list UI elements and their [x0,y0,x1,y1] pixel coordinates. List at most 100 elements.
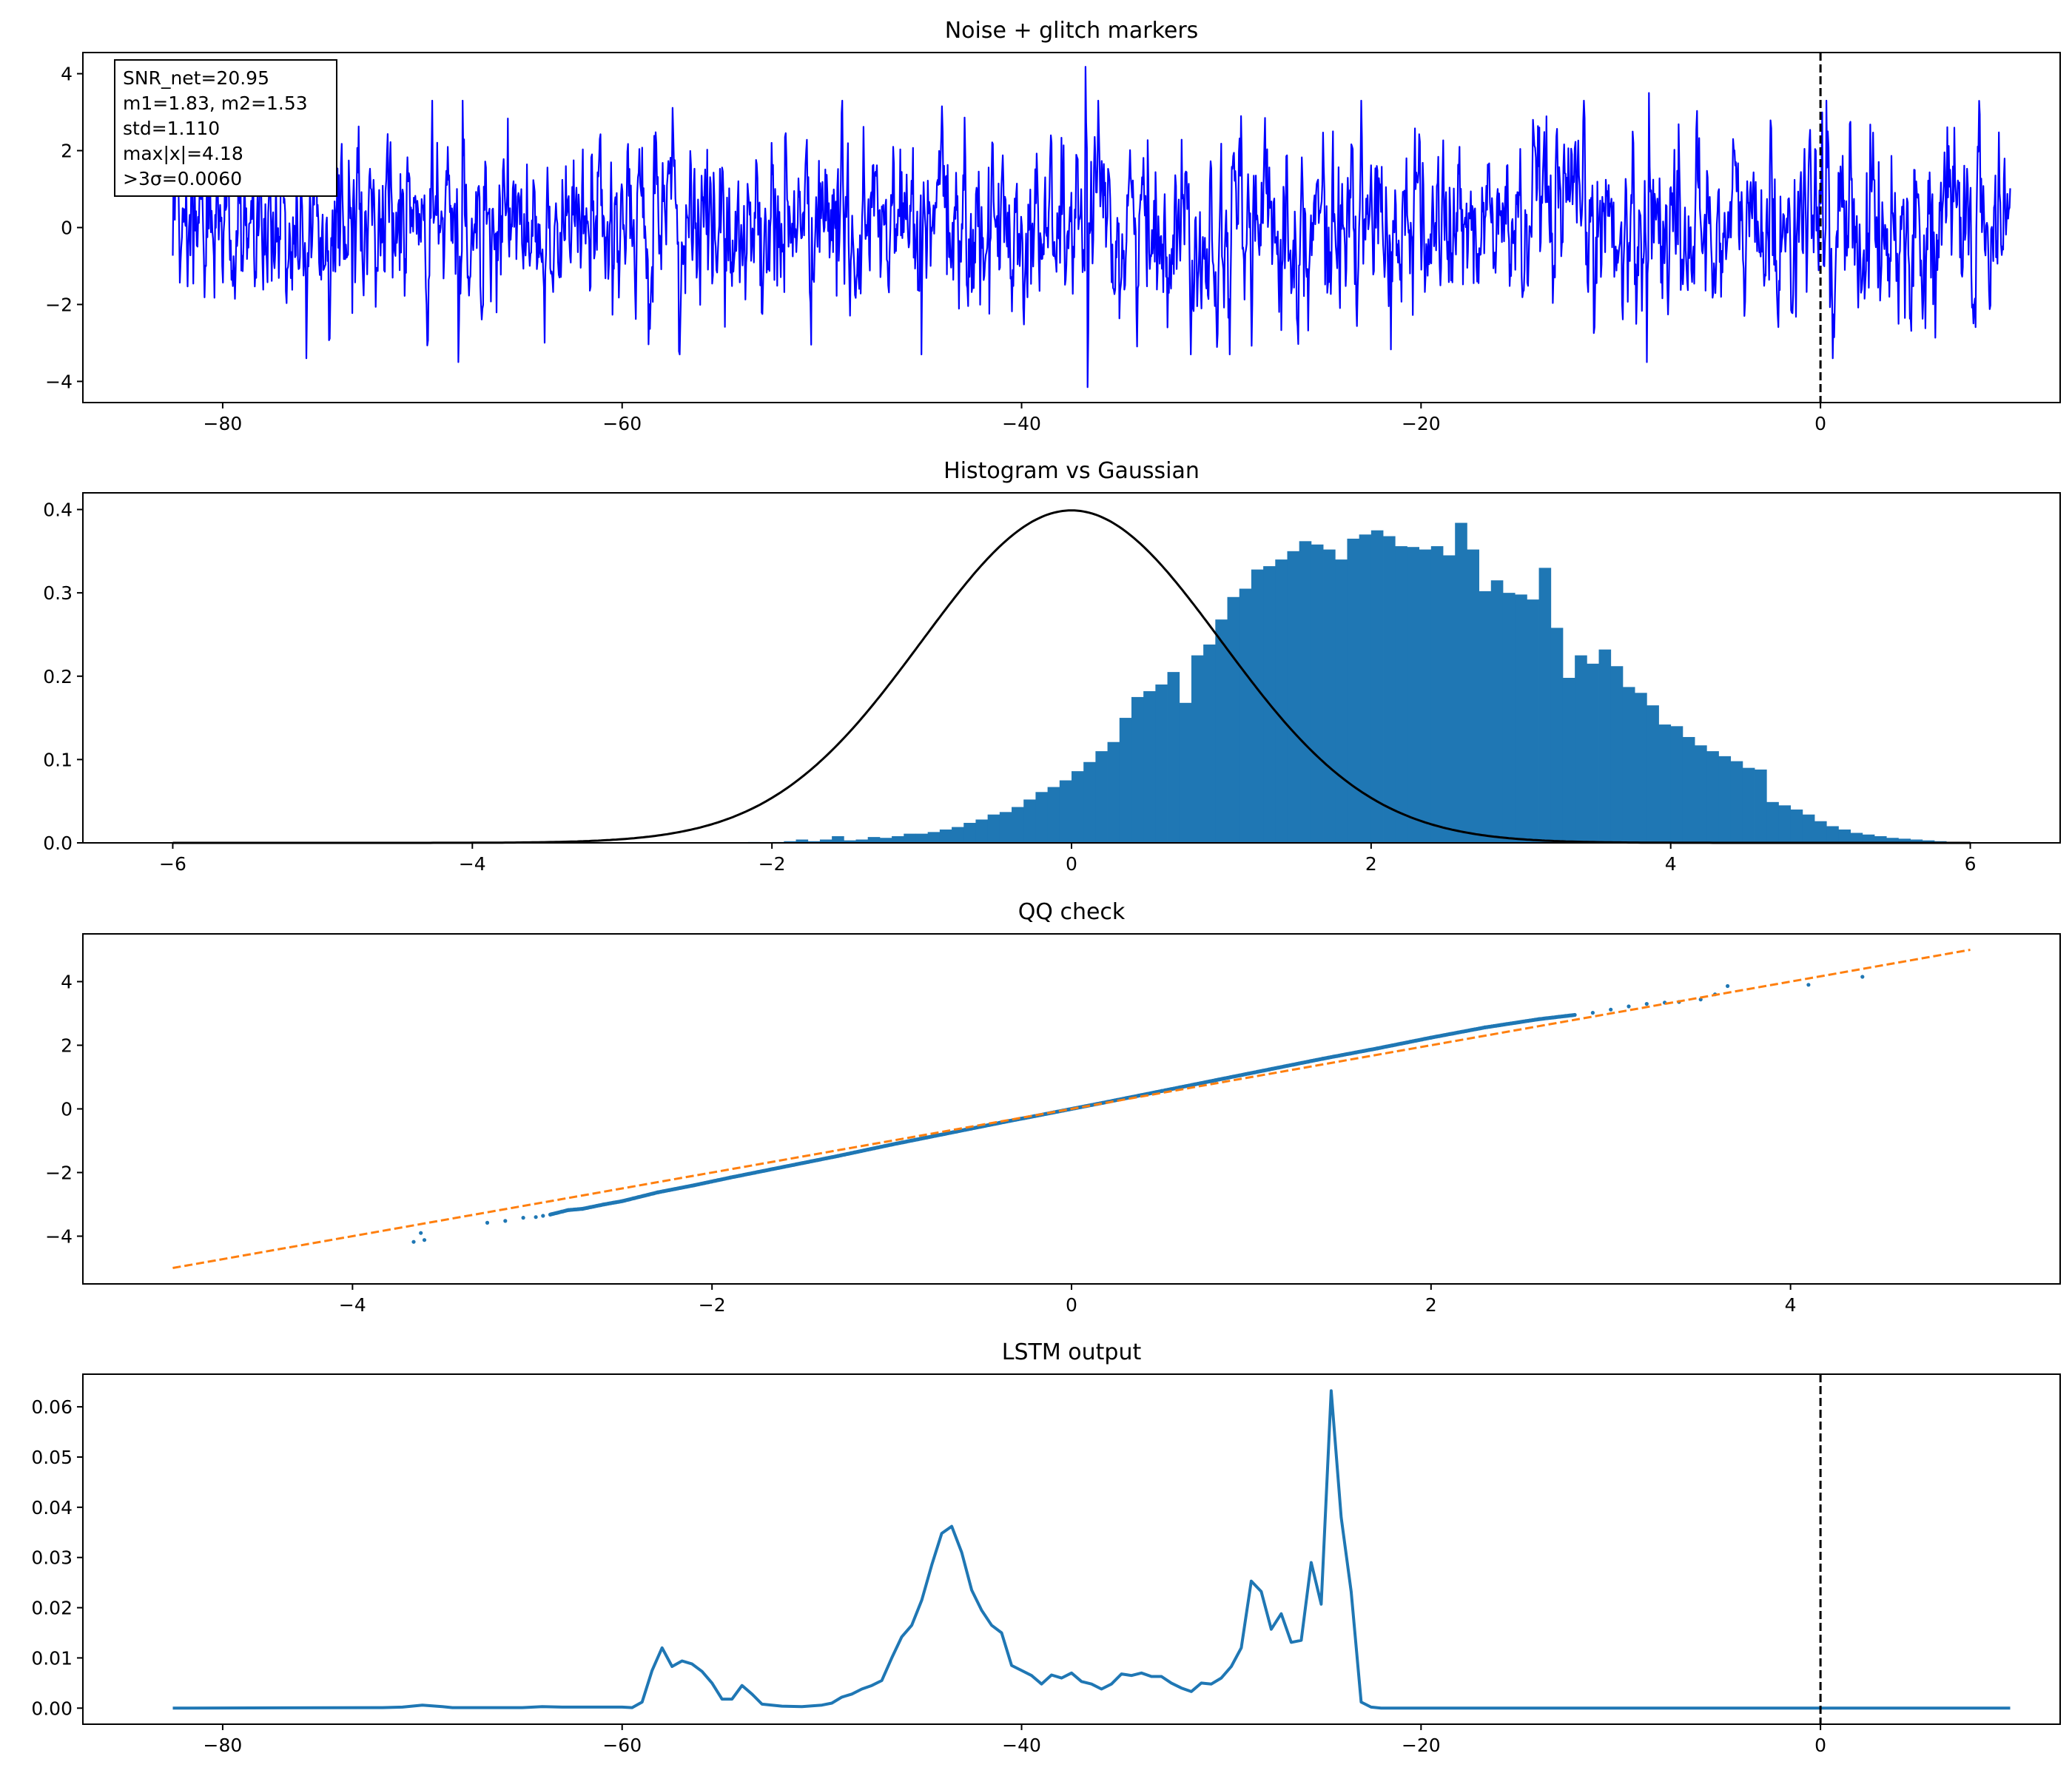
histogram-bar [1922,840,1935,843]
histogram-bar [1347,538,1360,843]
histogram-bar [1287,551,1300,843]
histogram-bar [927,832,941,843]
panel-qq: QQ check −4 −2 0 2 4 −4 −2 0 2 4 [45,899,2061,1316]
histogram-bar [1215,619,1228,843]
histogram-bar [1515,594,1527,843]
noise-series-line [172,66,2011,388]
y-tick-label: 0.00 [31,1698,73,1719]
y-tick-label: 0.0 [43,832,73,854]
histogram-bar [832,835,844,843]
qq-point [1267,1067,1271,1072]
y-tick-label: 0.02 [31,1598,73,1619]
y-tick-label: 2 [61,1035,73,1057]
histogram-bar [1407,547,1420,843]
histogram-bar [1479,591,1492,843]
qq-point [781,1165,786,1169]
y-tick-label: 0.04 [31,1497,73,1518]
x-tick-label: 0 [1066,853,1077,875]
qq-point [521,1216,525,1220]
stats-line-snr: SNR_net=20.95 [123,67,269,89]
stats-line-masses: m1=1.83, m2=1.53 [123,92,308,114]
qq-point [1213,1078,1217,1083]
y-tick-label: 0 [61,1099,73,1120]
histogram-bar [879,838,892,843]
qq-point [1860,975,1865,979]
histogram-bar [1083,761,1096,843]
qq-point [534,1215,538,1220]
histogram-bar [1814,821,1827,843]
panel-qq-title: QQ check [1018,899,1126,925]
histogram-bar [963,822,976,843]
y-tick-label: 0.06 [31,1396,73,1418]
y-tick-label: 2 [61,141,73,162]
histogram-bar [1527,599,1539,843]
histogram-bar [1646,705,1659,843]
histogram-bar [952,827,964,843]
histogram-bar [1275,559,1288,843]
histogram-bar [796,839,809,843]
histogram-bar [1862,834,1875,843]
histogram-bar [1107,741,1120,843]
y-tick-label: −2 [45,294,73,315]
y-tick-label: 0.1 [43,749,73,770]
x-tick-label: −80 [204,413,243,434]
x-tick-label: 4 [1785,1294,1797,1316]
qq-point [692,1183,696,1188]
histogram-bar [1072,771,1084,843]
histogram-bar [1575,655,1587,843]
histogram-bar [1802,814,1815,843]
histogram-bar [1311,544,1324,843]
histogram-bar [1383,536,1396,843]
qq-point [541,1214,545,1218]
y-tick-label: −4 [45,1226,73,1248]
histogram-bar [1635,693,1647,843]
histogram-bar [1874,835,1887,843]
histogram-bar [1695,745,1707,843]
y-tick-label: 4 [61,972,73,993]
histogram-bar [1419,549,1432,843]
histogram-bar [1755,769,1767,843]
histogram-bar [1335,559,1348,843]
stats-line-max: max|x|=4.18 [123,143,243,164]
lstm-series-line [172,1389,2011,1710]
histogram-bar [1239,588,1252,843]
panel-lstm-plot: −80 −60 −40 −20 0 0.00 0.01 0.02 0.03 0.04 0.05 0.0… [31,1373,2061,1756]
qq-point [1590,1011,1595,1015]
histogram-bar [987,814,1000,843]
histogram-bar [1179,702,1192,843]
x-tick-label: −2 [758,853,786,875]
y-tick-label: 0.2 [43,666,73,687]
histogram-bar [867,837,881,843]
qq-point [1698,998,1703,1002]
x-tick-label: 2 [1365,853,1377,875]
histogram-bar [1790,809,1803,843]
y-tick-label: 0.05 [31,1447,73,1468]
x-tick-label: −40 [1002,1735,1041,1756]
histogram-bar [904,833,916,843]
histogram-bar [1012,807,1024,843]
y-tick-label: −4 [45,371,73,392]
stats-line-3sigma: >3σ=0.0060 [123,168,242,189]
histogram-bar [1562,678,1575,843]
panel-noise: Noise + glitch markers −80 −60 −40 −20 0−4−2… [45,18,2061,434]
histogram-bar [1191,655,1204,843]
histogram-bar [999,812,1012,843]
histogram-bar [1095,751,1108,843]
histogram-bar [1443,555,1456,843]
axes-frame [82,1373,2061,1725]
panel-lstm: LSTM output −80 −60 −40 −20 0 0.00 0.01 0.02 0.0… [31,1339,2061,1756]
histogram-bar [1550,628,1564,843]
histogram-bar [1359,534,1372,843]
histogram-bar [1658,724,1672,843]
histogram-bar [1395,546,1407,843]
histogram-bar [1467,549,1479,843]
x-tick-label: −80 [204,1735,243,1756]
qq-point [503,1219,508,1223]
qq-point [1609,1007,1613,1012]
histogram-bar [784,841,796,843]
histogram-bar [1023,799,1036,843]
histogram-bar [1670,726,1684,843]
qq-point [1644,1002,1649,1006]
histogram-bar [1323,549,1336,843]
